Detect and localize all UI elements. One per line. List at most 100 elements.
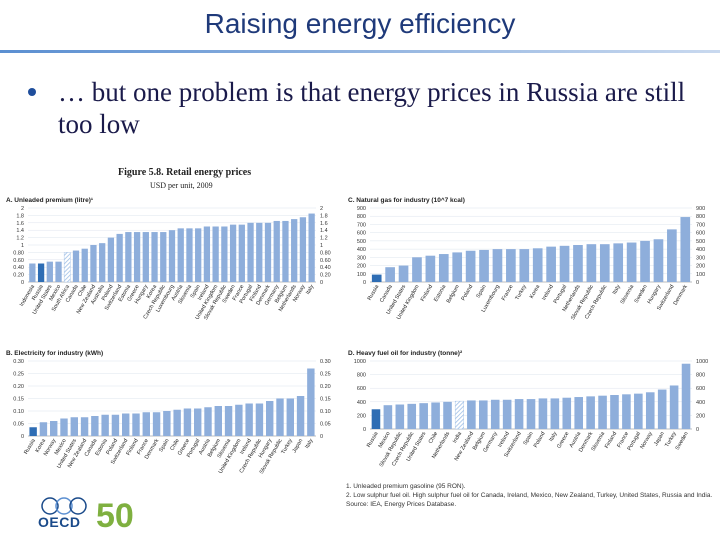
figure-notes: 1. Unleaded premium gasoline (95 RON). 2… [346,482,716,509]
x-tick-label: Chile [169,438,180,452]
panel-title: B. Electricity for industry (kWh) [6,350,103,357]
bar [622,394,631,429]
y-tick-label-left: 400 [357,400,366,406]
y-tick-label-right: 0.20 [320,384,331,390]
y-tick-label-right: 500 [696,239,705,245]
bar [550,398,560,429]
bar [194,408,202,436]
y-tick-label-right: 400 [696,247,705,253]
bar [101,414,109,436]
bar [419,403,428,429]
bar [490,399,500,429]
bar [492,249,503,282]
bar [307,368,315,436]
bar-chart-svg: D. Heavy fuel oil for industry (tonne)² 0… [348,350,708,468]
y-tick-label-left: 1.6 [16,221,24,227]
bar [574,397,583,429]
bar [160,232,167,282]
bar [532,248,543,282]
bar [465,250,476,282]
x-tick-label: Poland [533,431,547,449]
bar [645,392,655,429]
bar [142,412,150,436]
bar [286,398,294,436]
bar [276,398,284,436]
y-tick-label-right: 1.8 [320,213,328,219]
x-tick-label: Italy [548,431,558,443]
x-tick-label: Turkey [515,284,529,302]
y-tick-label-right: 2 [320,206,323,212]
y-tick-label-left: 600 [357,231,366,237]
y-tick-label-left: 0.40 [13,265,24,271]
bar [238,224,245,282]
bar [506,249,516,282]
panel-title: D. Heavy fuel oil for industry (tonne)² [348,350,463,357]
title-underline [0,50,720,53]
bar [37,263,45,282]
y-tick-label-right: 0.20 [320,273,331,279]
bar [245,403,253,436]
y-tick-label-right: 1 [320,243,323,249]
chart-panel-a: A. Unleaded premium (litre)¹ 0 0 0.20 0.20 0.… [4,192,340,340]
y-tick-label-left: 0 [21,280,24,286]
bar [212,226,219,282]
bar [479,400,488,429]
bar [308,213,315,282]
x-tick-label: France [501,284,515,302]
bar [99,243,106,282]
y-tick-label-right: 100 [696,272,705,278]
x-tick-label: Spain [476,284,488,299]
bar [479,249,489,282]
bullet-dot [28,88,36,96]
bar [60,418,68,436]
bar [586,396,595,429]
y-tick-label-right: 1000 [696,359,708,365]
bar [282,220,289,282]
anniversary-50-mark: 50 [96,497,134,535]
x-tick-label: Chile [77,284,88,298]
y-tick-label-right: 700 [696,222,705,228]
y-tick-label-left: 0.05 [13,422,24,428]
y-tick-label-right: 0 [696,280,699,286]
y-tick-label-right: 0.80 [320,250,331,256]
bar [296,396,305,436]
bar [235,404,243,436]
y-tick-label-left: 0.30 [13,359,24,365]
oecd-globe-icon [41,497,87,515]
y-tick-label-right: 0 [320,434,323,440]
bar [224,406,233,436]
x-tick-label: Italy [305,284,315,296]
y-tick-label-left: 200 [357,413,366,419]
bar [256,222,263,282]
bar [653,239,664,282]
y-tick-label-left: 0 [21,434,24,440]
bar [467,400,476,429]
bar [586,244,597,282]
bar [107,237,115,282]
bar [681,363,691,429]
bar [454,400,464,430]
y-tick-label-left: 300 [357,255,366,261]
note-1: 1. Unleaded premium gasoline (95 RON). [346,483,466,490]
y-tick-label-left: 400 [357,247,366,253]
bar [546,246,556,282]
bar [559,245,570,282]
y-tick-label-left: 900 [357,206,366,212]
x-tick-label: Russia [367,283,381,301]
y-tick-label-left: 0.10 [13,409,24,415]
bar [229,224,237,282]
bar [680,217,691,282]
x-tick-label: Chile [428,431,439,445]
y-tick-label-left: 0.60 [13,258,24,264]
y-tick-label-right: 1.4 [320,228,328,234]
y-tick-label-left: 500 [357,239,366,245]
y-tick-label-left: 1000 [354,359,366,365]
bar [438,254,449,282]
y-tick-label-left: 700 [357,222,366,228]
y-tick-label-right: 900 [696,206,705,212]
bar [669,385,679,429]
bar [203,226,211,282]
bar [667,229,677,282]
note-source: Source: IEA, Energy Prices Database. [346,501,457,508]
bar [398,265,409,282]
